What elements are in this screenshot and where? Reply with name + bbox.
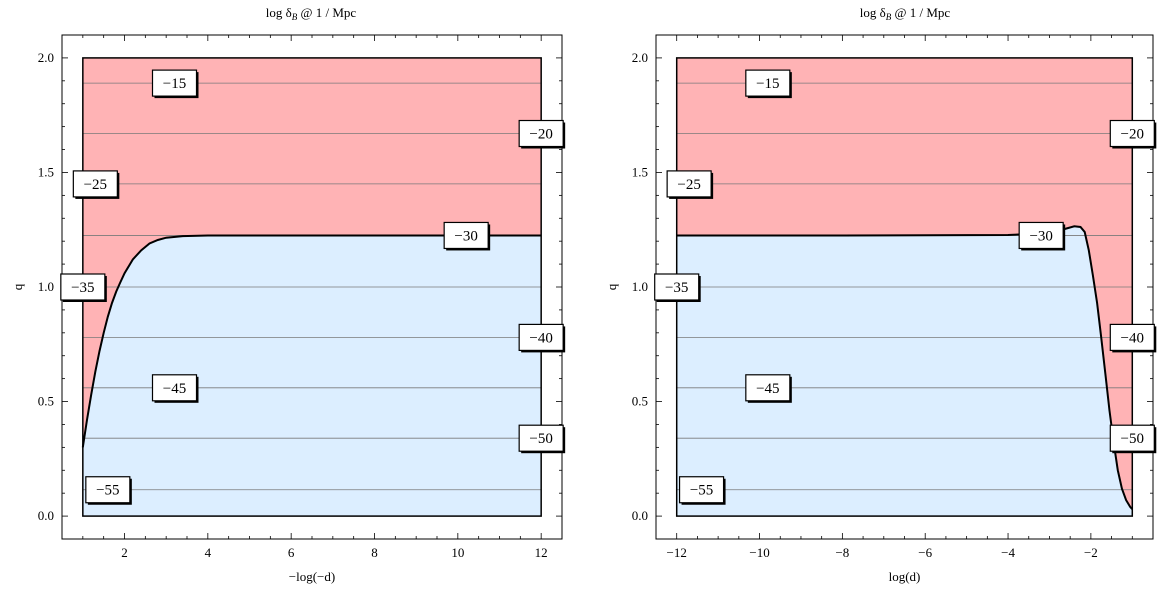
boundary-curve bbox=[81, 234, 542, 448]
svg-text:−20: −20 bbox=[1121, 127, 1144, 143]
contour-label: −30 bbox=[443, 221, 491, 251]
svg-text:−35: −35 bbox=[71, 280, 94, 296]
chart-title: log δB @ 1 / Mpc bbox=[860, 5, 951, 22]
x-tick-label: 10 bbox=[451, 545, 464, 560]
y-tick-label: 2.0 bbox=[38, 50, 54, 65]
y-tick-label: 0.0 bbox=[38, 508, 54, 523]
contour-label: −20 bbox=[1109, 119, 1157, 149]
contour-label: −15 bbox=[745, 69, 792, 99]
svg-text:−30: −30 bbox=[1029, 228, 1052, 244]
contour-label: −45 bbox=[151, 374, 199, 403]
svg-text:−55: −55 bbox=[96, 483, 119, 499]
svg-text:−20: −20 bbox=[529, 127, 552, 143]
x-tick-label: 8 bbox=[371, 545, 378, 560]
contour-label: −45 bbox=[745, 374, 792, 403]
svg-text:−35: −35 bbox=[665, 280, 688, 296]
x-tick-label: −4 bbox=[1001, 545, 1015, 560]
x-axis-label: log(d) bbox=[889, 569, 921, 584]
chart-left: 2 4 6 8 10 12 0.0 0.5 1.0 1.5 2.0 −15 −20 −25 −30 −35 −4… bbox=[10, 5, 566, 584]
y-tick-label: 2.0 bbox=[632, 50, 648, 65]
svg-text:−50: −50 bbox=[1121, 431, 1144, 447]
contour-label: −30 bbox=[1018, 221, 1066, 251]
svg-text:−45: −45 bbox=[756, 381, 779, 397]
svg-text:−40: −40 bbox=[529, 330, 552, 346]
contour-label: −55 bbox=[85, 476, 132, 505]
x-tick-label: −6 bbox=[918, 545, 932, 560]
y-axis-label: q bbox=[10, 283, 25, 290]
y-tick-label: 0.0 bbox=[632, 508, 648, 523]
svg-text:−50: −50 bbox=[529, 431, 552, 447]
contour-label: −25 bbox=[666, 170, 714, 199]
contour-label: −55 bbox=[678, 476, 726, 505]
contour-label: −20 bbox=[518, 119, 566, 149]
x-tick-label: 2 bbox=[121, 545, 128, 560]
y-tick-label: 0.5 bbox=[632, 394, 648, 409]
y-tick-label: 0.5 bbox=[38, 394, 54, 409]
x-tick-label: 4 bbox=[205, 545, 212, 560]
contour-label: −50 bbox=[1109, 424, 1157, 454]
x-tick-label: −12 bbox=[667, 545, 687, 560]
x-axis-label: −log(−d) bbox=[289, 569, 335, 584]
contour-label: −40 bbox=[1109, 323, 1157, 353]
svg-text:−30: −30 bbox=[454, 228, 477, 244]
x-tick-label: 12 bbox=[535, 545, 548, 560]
svg-text:−25: −25 bbox=[677, 177, 700, 193]
contour-label: −15 bbox=[151, 69, 199, 99]
y-tick-label: 1.0 bbox=[38, 279, 54, 294]
svg-text:−15: −15 bbox=[756, 76, 779, 92]
y-tick-label: 1.5 bbox=[632, 164, 648, 179]
lower-region bbox=[82, 235, 542, 517]
y-tick-label: 1.5 bbox=[38, 164, 54, 179]
svg-text:−45: −45 bbox=[163, 381, 186, 397]
svg-text:−40: −40 bbox=[1121, 330, 1144, 346]
contour-label: −50 bbox=[518, 424, 566, 454]
contour-label: −35 bbox=[654, 273, 701, 302]
y-tick-label: 1.0 bbox=[632, 279, 648, 294]
svg-text:−15: −15 bbox=[163, 76, 186, 92]
contour-label: −25 bbox=[72, 170, 120, 199]
svg-text:−25: −25 bbox=[84, 177, 107, 193]
contour-label: −40 bbox=[518, 323, 566, 353]
contour-label: −35 bbox=[60, 273, 107, 302]
chart-right: −12 −10 −8 −6 −4 −2 0.0 0.5 1.0 1.5 2.0 −15 −20 −25 −3… bbox=[604, 5, 1157, 584]
x-tick-label: −8 bbox=[835, 545, 849, 560]
chart-title: log δB @ 1 / Mpc bbox=[266, 5, 357, 22]
x-tick-label: 6 bbox=[288, 545, 295, 560]
x-tick-label: −10 bbox=[749, 545, 769, 560]
x-tick-label: −2 bbox=[1084, 545, 1098, 560]
y-axis-label: q bbox=[604, 283, 619, 290]
lower-region bbox=[676, 226, 1133, 517]
svg-text:−55: −55 bbox=[690, 483, 713, 499]
